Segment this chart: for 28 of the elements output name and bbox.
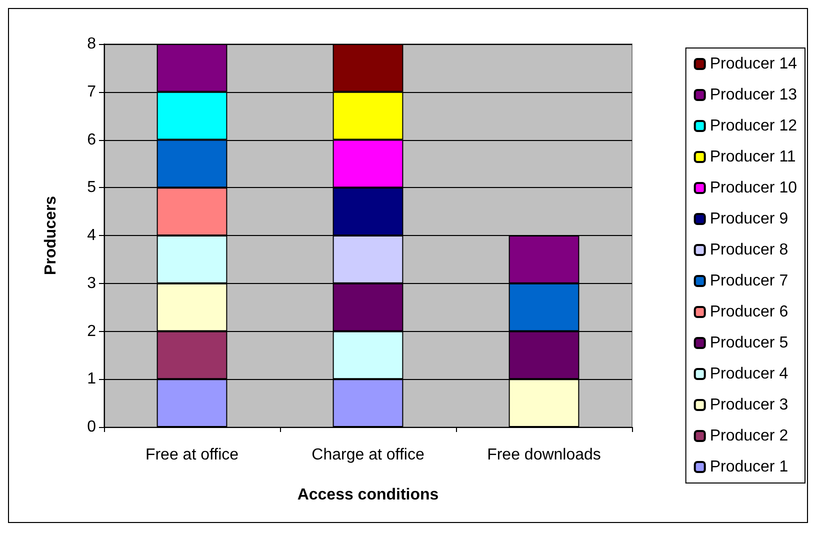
legend-label: Producer 10 [710,180,798,196]
y-axis-title: Producers [42,196,60,276]
y-tick-label: 3 [87,274,96,292]
legend-label: Producer 6 [710,304,788,320]
legend-label: Producer 2 [710,428,788,444]
legend-label: Producer 12 [710,118,798,134]
x-axis-title: Access conditions [297,486,439,504]
y-tick-label: 5 [87,179,96,196]
y-tick-label: 8 [87,36,96,52]
x-tick-label: Charge at office [312,446,424,464]
legend-label: Producer 7 [710,272,788,290]
legend-label: Producer 11 [710,148,796,166]
y-tick-label: 0 [87,418,96,436]
legend-label: Producer 4 [710,366,788,382]
legend-label: Producer 8 [710,242,788,258]
y-tick-label: 6 [87,131,96,148]
legend-label: Producer 9 [710,210,788,228]
y-tick-label: 7 [87,83,96,100]
legend-label: Producer 1 [710,458,788,476]
y-tick-label: 4 [87,227,96,244]
x-tick-label: Free downloads [487,446,601,464]
legend-label: Producer 14 [710,56,798,72]
legend-label: Producer 5 [710,334,788,352]
y-tick-label: 2 [87,322,96,340]
legend-label: Producer 13 [710,86,798,104]
legend-label: Producer 3 [710,396,788,414]
y-tick-label: 1 [87,370,96,388]
x-tick-label: Free at office [145,446,239,464]
